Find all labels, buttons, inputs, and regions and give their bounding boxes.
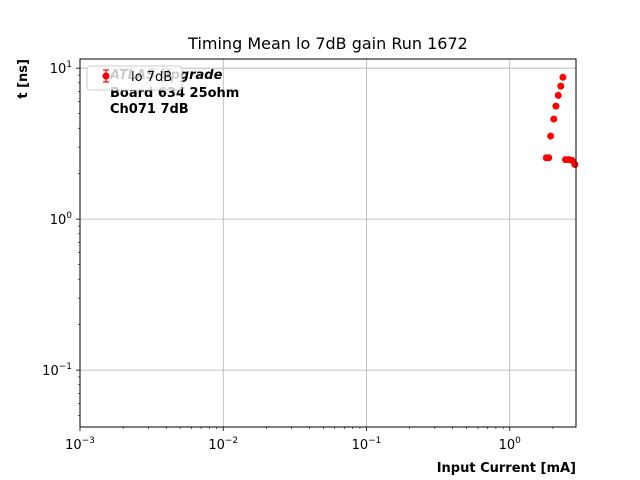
y-tick-base: 10 [42, 364, 59, 379]
y-tick-label: 101 [50, 60, 72, 77]
y-tick-label: 10−1 [42, 362, 72, 379]
data-point [571, 161, 579, 169]
data-point [547, 132, 555, 140]
x-tick-base: 10 [499, 438, 516, 453]
y-tick-base: 10 [50, 213, 67, 228]
x-tick-exponent: −2 [225, 436, 238, 446]
chart-title: Timing Mean lo 7dB gain Run 1672 [187, 34, 468, 53]
y-tick-exponent: 1 [66, 60, 72, 70]
x-tick-exponent: −3 [82, 436, 95, 446]
legend-marker [102, 72, 110, 80]
x-tick-label: 10−1 [352, 436, 382, 453]
y-tick-exponent: −1 [59, 362, 72, 372]
y-tick-base: 10 [50, 62, 67, 77]
legend: lo 7dB [86, 65, 183, 91]
legend-label: lo 7dB [131, 70, 172, 85]
data-point [545, 154, 553, 162]
x-tick-base: 10 [352, 438, 369, 453]
plot-frame [79, 58, 577, 428]
data-point [552, 102, 560, 110]
legend-box [86, 65, 183, 91]
data-point [550, 115, 558, 123]
annotation-line-3: Ch071 7dB [110, 102, 189, 117]
y-tick-label: 100 [50, 211, 73, 228]
data-point [557, 82, 565, 90]
x-tick-exponent: 0 [515, 436, 521, 446]
x-tick-base: 10 [208, 438, 225, 453]
x-axis-label: Input Current [mA] [437, 461, 576, 476]
y-tick-exponent: 0 [66, 211, 72, 221]
x-tick-label: 100 [499, 436, 522, 453]
data-point [554, 91, 562, 99]
y-axis-label: t [ns] [16, 59, 31, 99]
x-axis-ticks: 10−3 10−2 10−1 100 [65, 427, 554, 453]
x-tick-exponent: −1 [368, 436, 381, 446]
x-tick-label: 10−2 [208, 436, 238, 453]
data-points [542, 73, 579, 169]
x-tick-label: 10−3 [65, 436, 95, 453]
data-point [559, 73, 567, 81]
x-tick-base: 10 [65, 438, 82, 453]
